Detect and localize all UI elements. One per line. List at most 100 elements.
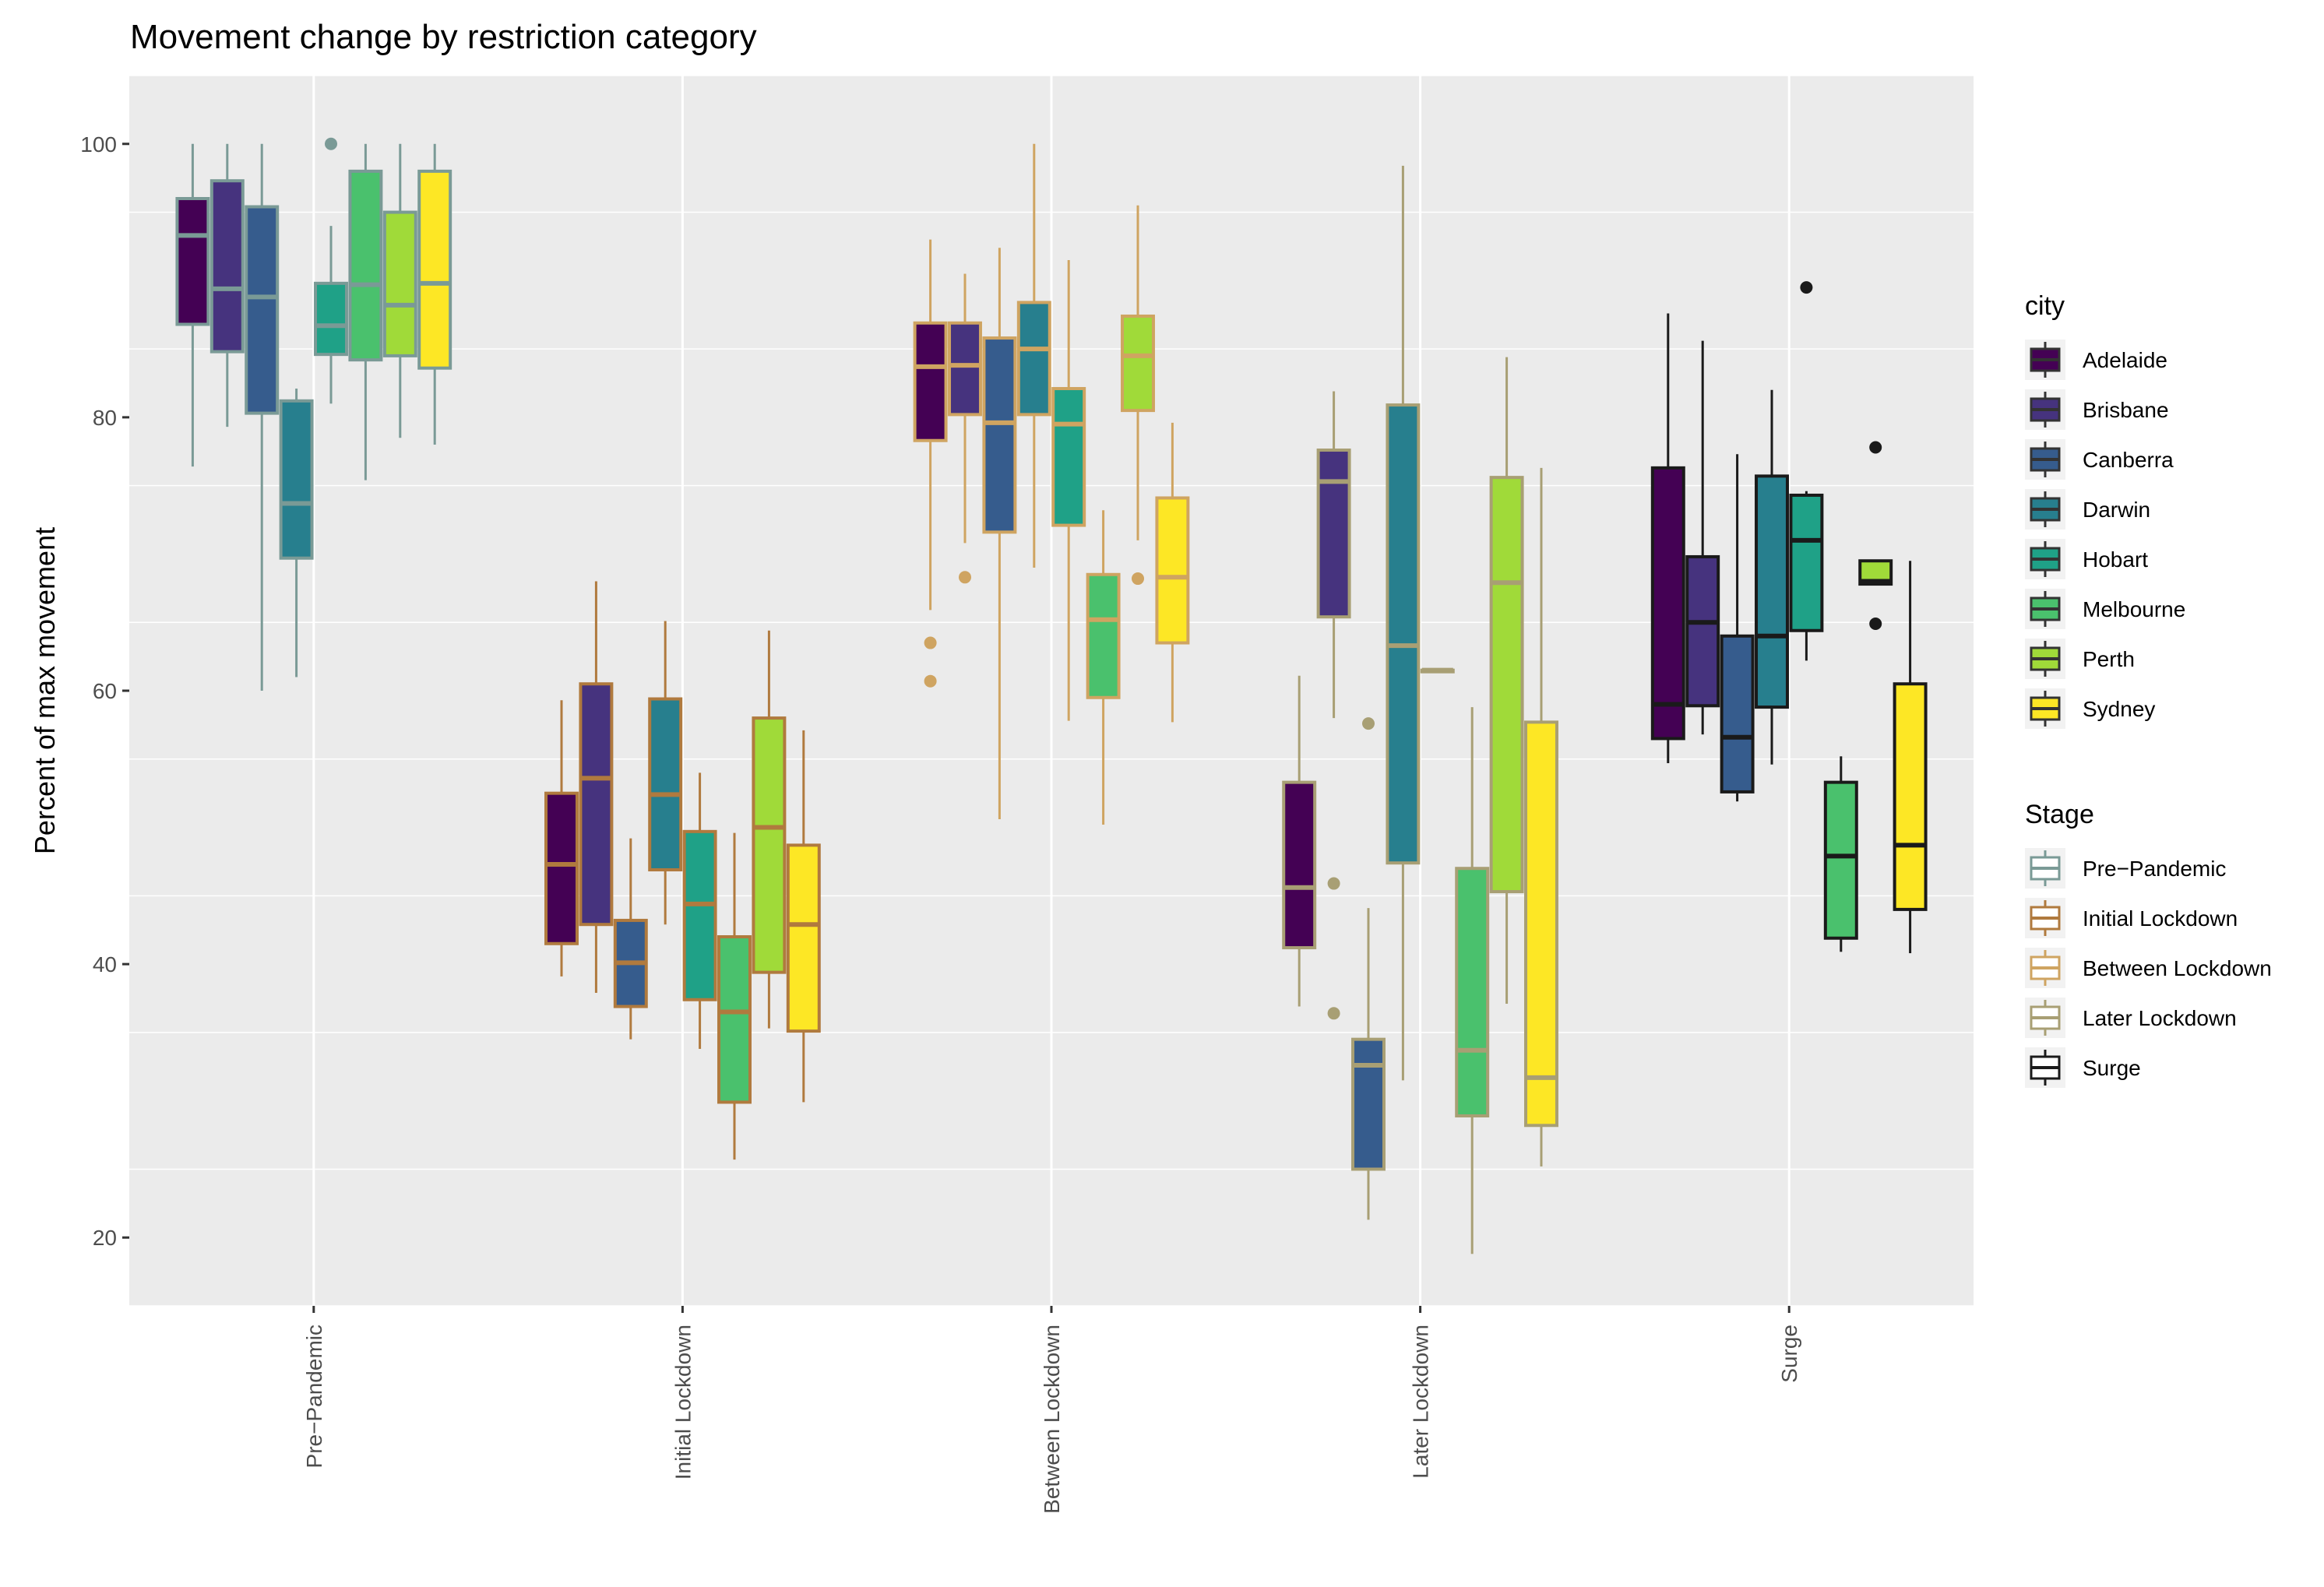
outlier-point	[959, 571, 971, 584]
box-hobart	[1051, 260, 1086, 721]
box-body	[682, 829, 717, 1001]
box-sydney	[1893, 561, 1928, 954]
outlier-point	[1869, 441, 1882, 454]
box-perth	[1121, 205, 1155, 586]
legend-title: city	[2025, 291, 2065, 321]
x-tick-label: Between Lockdown	[1040, 1325, 1064, 1514]
box-layer	[175, 137, 1928, 1254]
outlier-point	[1869, 617, 1882, 630]
box-brisbane	[948, 273, 982, 584]
y-tick-label: 80	[93, 406, 117, 430]
box-body	[382, 210, 417, 357]
box-hobart	[1420, 667, 1455, 674]
box-sydney	[1155, 422, 1190, 723]
box-body	[982, 336, 1017, 534]
outlier-point	[1362, 717, 1375, 730]
box-body	[1823, 780, 1858, 940]
y-tick-label: 20	[93, 1226, 117, 1250]
box-body	[1086, 572, 1121, 699]
box-perth	[752, 630, 787, 1029]
legend-label: Brisbane	[2083, 398, 2169, 422]
box-body	[1720, 634, 1755, 794]
box-adelaide	[1282, 675, 1317, 1007]
outlier-point	[924, 636, 937, 649]
box-darwin	[1755, 389, 1789, 765]
box-body	[1489, 476, 1524, 894]
legend-layer: city Adelaide Brisbane Canberra Darwin Hobart…	[2025, 291, 2272, 1088]
box-body	[948, 321, 982, 417]
box-darwin	[1016, 143, 1051, 568]
legend-label: Melbourne	[2083, 597, 2185, 621]
x-tick-label: Later Lockdown	[1409, 1325, 1433, 1479]
box-body	[913, 321, 948, 442]
y-tick-label: 40	[93, 952, 117, 976]
outlier-point	[1327, 1007, 1340, 1020]
box-body	[1282, 780, 1317, 950]
legend-label: Pre−Pandemic	[2083, 857, 2226, 881]
outlier-point	[1800, 281, 1813, 294]
legend-label: Later Lockdown	[2083, 1006, 2237, 1030]
box-brisbane	[1316, 391, 1351, 1020]
legend-label: Surge	[2083, 1056, 2141, 1080]
box-body	[245, 205, 280, 415]
box-brisbane	[579, 581, 614, 993]
x-tick-label: Surge	[1777, 1325, 1801, 1383]
box-perth	[382, 143, 417, 438]
box-perth	[1489, 357, 1524, 1005]
box-body	[1386, 403, 1421, 865]
box-body	[210, 179, 245, 354]
legend-label: Between Lockdown	[2083, 956, 2272, 980]
box-perth	[1858, 441, 1893, 630]
chart-title: Movement change by restriction category	[130, 18, 757, 56]
legend-label: Darwin	[2083, 498, 2150, 522]
box-body	[1524, 720, 1558, 1128]
box-darwin	[648, 621, 683, 925]
box-darwin	[279, 389, 314, 677]
y-tick-label: 60	[93, 679, 117, 703]
box-hobart	[682, 772, 717, 1049]
outlier-point	[1327, 877, 1340, 890]
axis-layer: 20 40 60 80 100 Pre−Pandemic Initial Lockdown B…	[80, 132, 1801, 1514]
box-body	[544, 791, 579, 945]
x-tick-label: Initial Lockdown	[671, 1325, 695, 1480]
box-body	[314, 281, 348, 357]
box-adelaide	[1650, 313, 1685, 764]
legend-title: Stage	[2025, 800, 2094, 829]
box-melbourne	[1086, 510, 1121, 825]
outlier-point	[1132, 572, 1144, 586]
outlier-point	[325, 137, 337, 150]
box-adelaide	[913, 239, 948, 688]
box-body	[417, 169, 452, 370]
box-body	[1051, 387, 1086, 527]
box-body	[175, 197, 210, 326]
box-body	[1155, 496, 1190, 645]
box-body	[1755, 474, 1789, 709]
box-sydney	[417, 143, 452, 445]
box-brisbane	[1685, 340, 1720, 735]
box-hobart	[314, 137, 348, 404]
box-melbourne	[717, 832, 752, 1160]
box-body	[1016, 301, 1051, 417]
box-brisbane	[210, 143, 245, 428]
box-sydney	[786, 730, 821, 1103]
outlier-point	[924, 674, 937, 688]
box-adelaide	[175, 143, 210, 467]
legend-label: Initial Lockdown	[2083, 906, 2238, 931]
box-body	[752, 716, 787, 974]
legend-label: Adelaide	[2083, 348, 2167, 372]
box-body	[1351, 1037, 1386, 1171]
legend-label: Sydney	[2083, 697, 2155, 721]
legend-label: Hobart	[2083, 547, 2148, 572]
box-body	[786, 843, 821, 1033]
box-body	[717, 935, 752, 1104]
box-canberra	[982, 248, 1017, 820]
box-hobart	[1789, 281, 1824, 661]
box-sydney	[1524, 467, 1558, 1166]
box-melbourne	[1823, 756, 1858, 952]
box-canberra	[613, 838, 648, 1040]
box-body	[1685, 554, 1720, 708]
box-body	[579, 682, 614, 927]
box-body	[348, 169, 383, 362]
legend-label: Perth	[2083, 647, 2135, 671]
box-darwin	[1386, 165, 1421, 1081]
